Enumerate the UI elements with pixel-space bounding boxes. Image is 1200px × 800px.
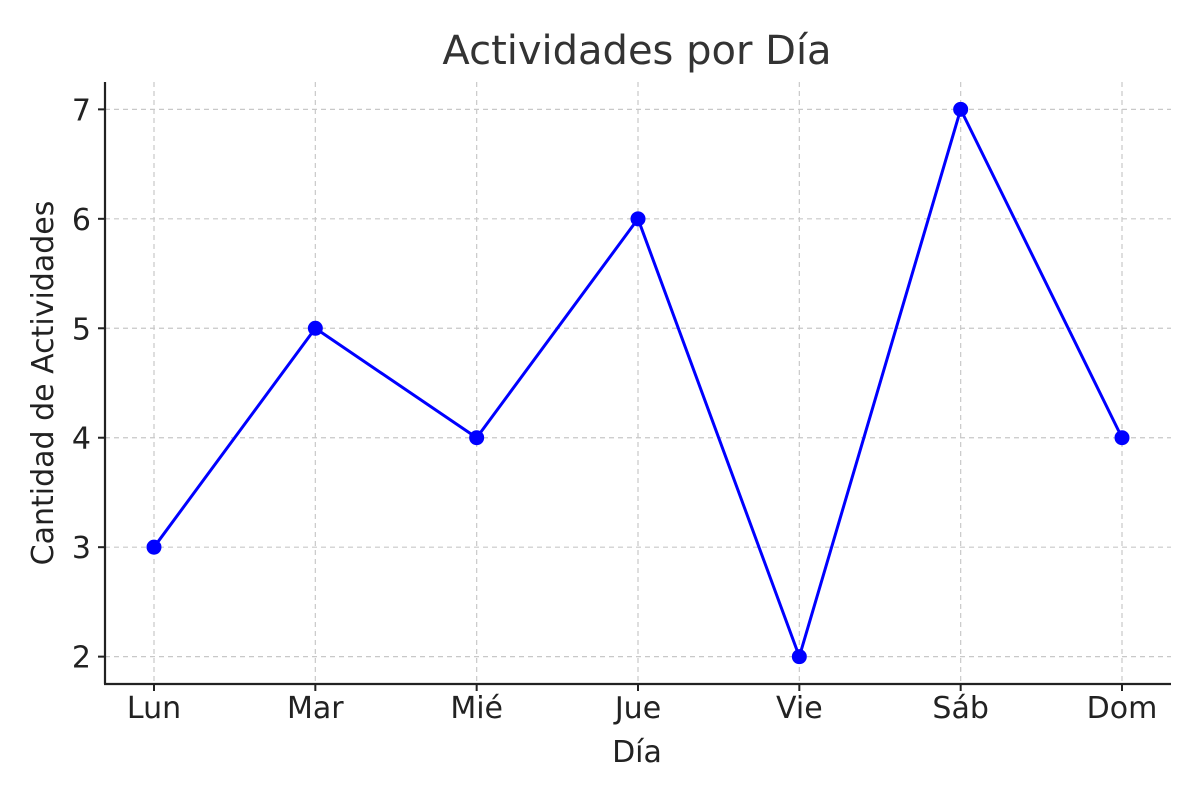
- data-point: [307, 320, 323, 336]
- y-axis-title: Cantidad de Actividades: [26, 201, 61, 566]
- y-tick-label: 2: [72, 641, 91, 676]
- y-tick-label: 5: [72, 312, 91, 347]
- x-tick-label: Sáb: [932, 691, 988, 726]
- data-point: [791, 649, 807, 665]
- grid: [105, 82, 1171, 684]
- tick-labels: Lun Mar Mié Jue Vie Sáb Dom 2 3 4 5 6 7: [72, 93, 1157, 726]
- x-tick-label: Dom: [1087, 691, 1158, 726]
- y-tick-label: 4: [72, 422, 91, 457]
- chart-title: Actividades por Día: [442, 28, 831, 74]
- x-tick-label: Mar: [287, 691, 344, 726]
- data-point: [953, 101, 969, 117]
- data-point: [146, 539, 162, 555]
- data-point: [630, 211, 646, 227]
- x-tick-label: Jue: [613, 691, 661, 726]
- data-point: [1114, 430, 1130, 446]
- x-axis-title: Día: [612, 735, 662, 770]
- y-tick-label: 6: [72, 203, 91, 238]
- x-tick-label: Mié: [450, 691, 503, 726]
- series: [146, 101, 1130, 665]
- data-point: [469, 430, 485, 446]
- y-tick-label: 3: [72, 531, 91, 566]
- x-tick-label: Vie: [776, 691, 823, 726]
- x-tick-label: Lun: [127, 691, 181, 726]
- y-tick-label: 7: [72, 93, 91, 128]
